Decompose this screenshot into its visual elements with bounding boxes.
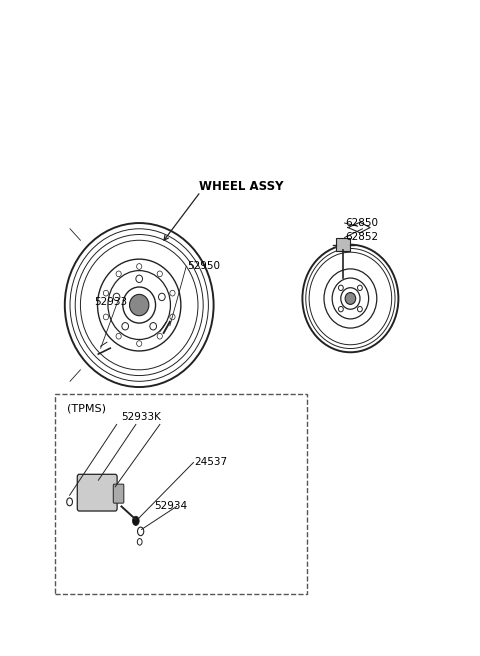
Text: 52933K: 52933K <box>120 411 161 422</box>
FancyBboxPatch shape <box>113 484 124 503</box>
Text: (TPMS): (TPMS) <box>67 403 106 413</box>
Text: 62852: 62852 <box>346 232 379 243</box>
Text: WHEEL ASSY: WHEEL ASSY <box>199 180 284 194</box>
Text: 62850: 62850 <box>346 218 379 228</box>
Text: 52933: 52933 <box>94 297 127 307</box>
Ellipse shape <box>345 293 356 304</box>
FancyBboxPatch shape <box>77 474 117 511</box>
Ellipse shape <box>130 295 149 316</box>
Text: 52934: 52934 <box>154 501 187 512</box>
Text: 52950: 52950 <box>187 261 220 272</box>
Ellipse shape <box>132 516 139 525</box>
FancyBboxPatch shape <box>336 238 350 251</box>
Text: 24537: 24537 <box>194 457 228 468</box>
